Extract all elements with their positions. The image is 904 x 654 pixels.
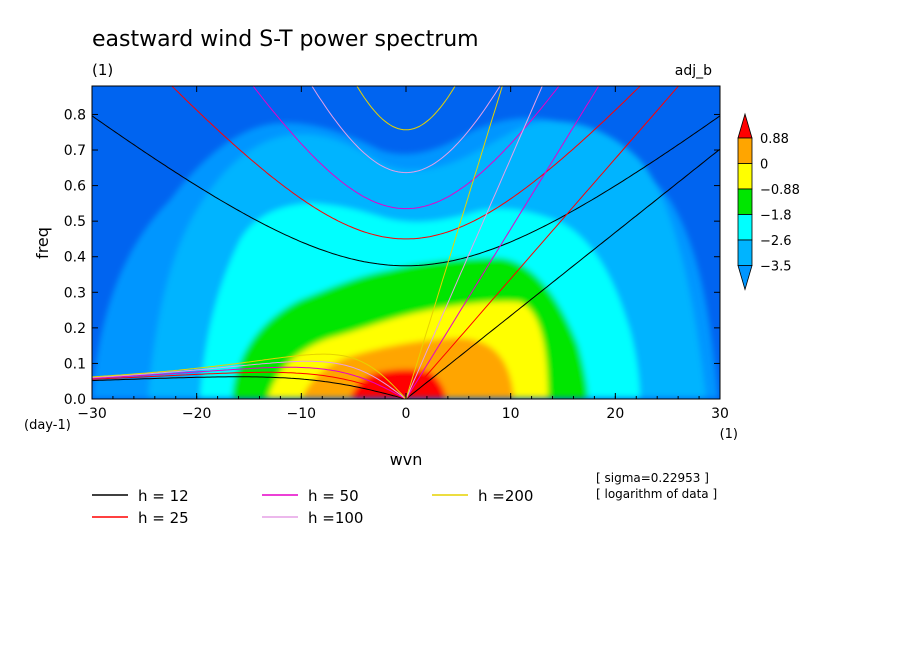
dispersion-curves — [92, 86, 720, 399]
y-tick-label: 0.4 — [64, 250, 86, 266]
rossby-wave-curve — [92, 366, 407, 399]
kelvin-wave-curve — [405, 148, 720, 399]
colorbar-label: 0 — [760, 158, 768, 173]
note-sigma: [ sigma=0.22953 ] — [596, 471, 709, 485]
y-axis-unit: (day-1) — [24, 418, 71, 433]
y-axis-label: freq — [33, 227, 52, 259]
colorbar-swatch — [737, 214, 753, 241]
contour-band-0-88 — [302, 338, 514, 398]
y-tick-label: 0.2 — [64, 321, 86, 337]
legend-label: h =200 — [478, 487, 533, 505]
x-tick-label: 0 — [402, 406, 411, 422]
kelvin-wave-curve — [405, 86, 543, 399]
colorbar-swatch — [737, 239, 753, 266]
legend-label: h =100 — [308, 509, 363, 527]
inertia-gravity-wave-curve — [252, 86, 560, 210]
y-tick-label: 0.8 — [64, 107, 86, 123]
colorbar: 0.88 0 −0.88 −1.8 −2.6 −3.5 — [737, 112, 800, 291]
note-logarithm: [ logarithm of data ] — [596, 487, 717, 501]
y-tick-label: 0.6 — [64, 179, 86, 195]
colorbar-label: −2.6 — [760, 234, 792, 249]
kelvin-wave-curve — [405, 86, 503, 399]
colorbar-label: −0.88 — [760, 183, 800, 198]
y-tick-label: 0.1 — [64, 356, 86, 372]
rossby-wave-curve — [92, 353, 407, 399]
colorbar-label: −3.5 — [760, 260, 792, 275]
kelvin-wave-curve — [405, 86, 600, 399]
chart-subtitle: (1) — [92, 61, 113, 79]
inertia-gravity-wave-curve — [311, 86, 501, 174]
x-axis-label: wvn — [390, 450, 423, 469]
x-tick-label: 20 — [606, 406, 624, 422]
kelvin-wave-curve — [405, 86, 680, 399]
top-right-label: adj_b — [675, 63, 712, 79]
y-tick-label: 0.7 — [64, 143, 86, 159]
plot-area — [92, 86, 720, 399]
x-tick-label: −20 — [182, 406, 212, 422]
x-tick-label: 30 — [711, 406, 729, 422]
colorbar-label: −1.8 — [760, 209, 792, 224]
colorbar-swatch — [737, 137, 753, 164]
colorbar-label: 0.88 — [760, 132, 789, 147]
chart-title: eastward wind S-T power spectrum — [92, 27, 479, 52]
colorbar-swatch — [737, 188, 753, 215]
legend: h = 12 h = 25 h = 50 h =100 h =200 — [92, 487, 533, 527]
rossby-wave-curve — [92, 376, 407, 399]
y-axis: 0.0 0.1 0.2 0.3 0.4 0.5 0.6 0.7 0.8 — [64, 107, 720, 408]
legend-label: h = 25 — [138, 509, 189, 527]
inertia-gravity-wave-curve — [92, 115, 720, 267]
y-tick-label: 0.0 — [64, 392, 86, 408]
colorbar-top-arrow — [737, 112, 753, 139]
x-tick-label: −30 — [77, 406, 107, 422]
x-axis-unit: (1) — [720, 427, 738, 442]
colorbar-swatch — [737, 163, 753, 190]
x-tick-label: −10 — [287, 406, 317, 422]
y-tick-label: 0.5 — [64, 214, 86, 230]
legend-label: h = 50 — [308, 487, 359, 505]
x-tick-label: 10 — [502, 406, 520, 422]
inertia-gravity-wave-curve — [356, 86, 456, 131]
legend-label: h = 12 — [138, 487, 189, 505]
colorbar-bottom-arrow — [737, 265, 753, 291]
inertia-gravity-wave-curve — [171, 86, 641, 240]
rossby-wave-curve — [92, 371, 407, 399]
y-tick-label: 0.3 — [64, 285, 86, 301]
rossby-wave-curve — [92, 360, 407, 399]
x-axis: −30 −20 −10 0 10 20 30 — [77, 86, 729, 422]
